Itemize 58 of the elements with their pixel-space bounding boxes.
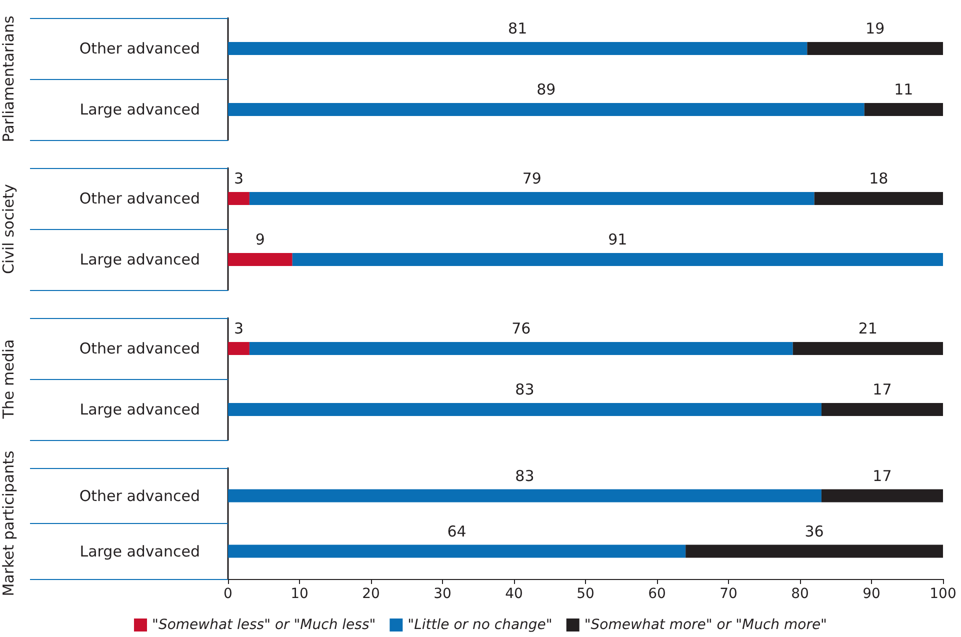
y-tick-label: Other advanced [79, 190, 200, 208]
data-label: 79 [522, 170, 542, 188]
x-tick-label: 50 [576, 586, 594, 602]
y-tick-label: Large advanced [80, 400, 200, 418]
data-label: 76 [512, 320, 531, 338]
x-tick-label: 80 [791, 586, 809, 602]
y-axis-title: Civil society [0, 184, 18, 274]
data-label: 81 [508, 20, 528, 38]
data-label: 3 [234, 170, 244, 188]
bar [686, 544, 943, 558]
x-tick-label: 30 [434, 586, 452, 602]
bar [228, 403, 822, 416]
bar [228, 544, 686, 558]
bar [821, 403, 943, 416]
y-tick-label: Other advanced [79, 40, 200, 58]
data-label: 18 [869, 170, 888, 188]
data-label: 11 [894, 80, 914, 98]
data-label: 21 [858, 320, 878, 338]
y-tick-label: Large advanced [80, 100, 200, 118]
x-tick-label: 40 [505, 586, 523, 602]
bar [821, 489, 943, 502]
data-label: 9 [255, 230, 265, 248]
data-label: 89 [536, 80, 556, 98]
x-tick-label: 0 [224, 586, 232, 602]
x-tick-label: 90 [862, 586, 880, 602]
x-tick-label: 20 [362, 586, 380, 602]
data-label: 3 [234, 320, 244, 338]
x-tick-label: 10 [290, 586, 308, 602]
bar [228, 342, 250, 355]
y-tick-label: Large advanced [80, 250, 200, 268]
bar [228, 192, 250, 205]
data-label: 19 [866, 20, 885, 38]
x-tick-label: 60 [648, 586, 666, 602]
bar [292, 253, 943, 266]
x-tick-label: 70 [720, 586, 738, 602]
y-axis-title: The media [0, 339, 18, 420]
y-tick-label: Other advanced [79, 340, 200, 358]
data-label: 83 [515, 380, 534, 398]
data-label: 91 [608, 230, 628, 248]
bar [228, 253, 292, 266]
y-axis-title: Parliamentarians [0, 16, 18, 142]
bar [249, 342, 793, 355]
bar [228, 489, 822, 502]
data-label: 64 [447, 522, 466, 540]
data-label: 17 [872, 380, 892, 398]
bar [249, 192, 814, 205]
legend-label: "Somewhat less" or "Much less" [152, 617, 376, 633]
bar [792, 342, 943, 355]
y-tick-label: Other advanced [79, 486, 200, 505]
y-tick-label: Large advanced [80, 542, 200, 560]
data-label: 36 [804, 522, 824, 540]
x-tick-label: 100 [930, 586, 956, 602]
data-label: 17 [872, 466, 892, 485]
data-label: 83 [515, 466, 534, 485]
y-axis-title: Market participants [0, 450, 18, 596]
legend-label: "Little or no change" [408, 617, 552, 633]
legend-label: "Somewhat more" or "Much more" [584, 617, 828, 633]
bar [814, 192, 943, 205]
